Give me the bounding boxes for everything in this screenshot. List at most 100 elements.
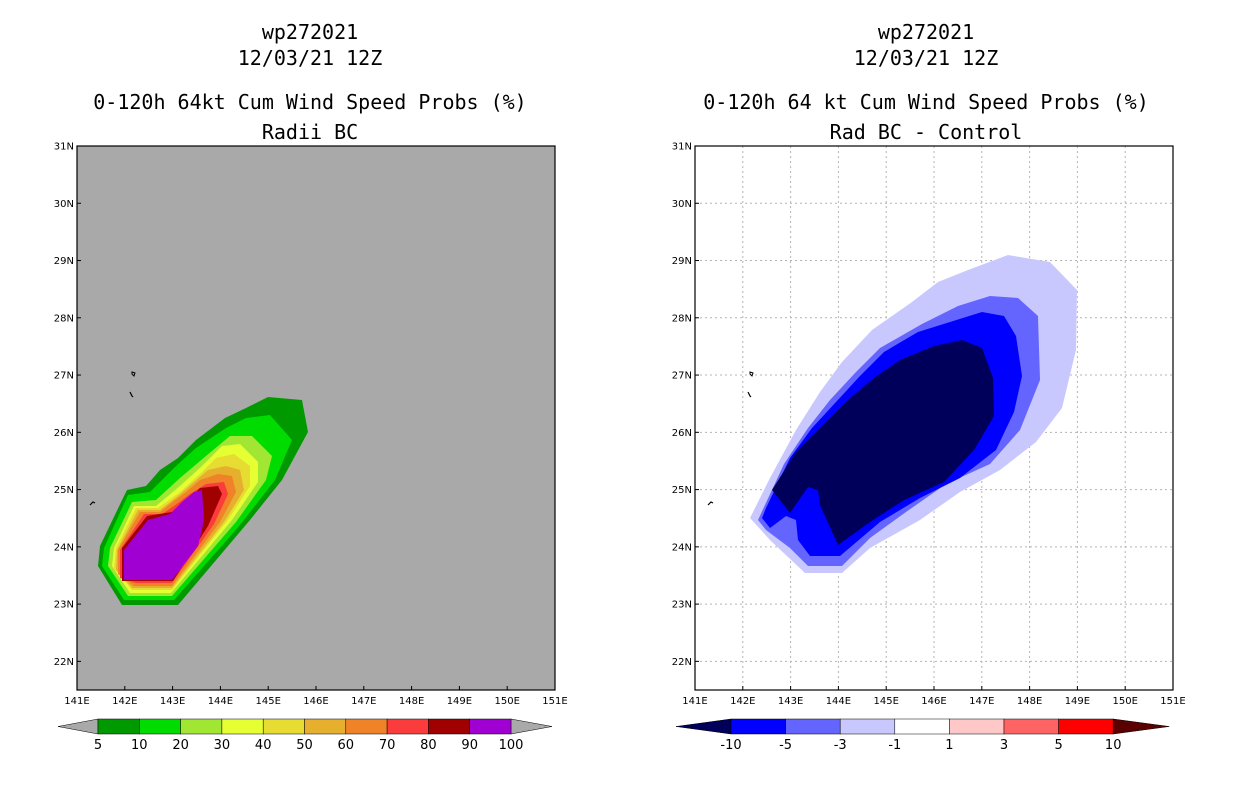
colorbar-label: 3	[1000, 738, 1008, 753]
colorbar-swatch	[262, 718, 305, 735]
lon-tick-label: 141E	[682, 696, 707, 707]
colorbar-swatch	[97, 718, 140, 735]
lat-tick-label: 31N	[54, 142, 74, 153]
left-map-background	[77, 146, 555, 690]
lat-tick-label: 28N	[672, 313, 692, 324]
lon-tick-label: 150E	[1112, 696, 1137, 707]
colorbar-swatch	[1058, 718, 1114, 735]
lon-tick-label: 149E	[447, 696, 472, 707]
lat-tick-label: 24N	[54, 542, 74, 553]
lat-tick-label: 23N	[54, 600, 74, 611]
colorbar-label: 70	[379, 738, 396, 753]
lat-tick-label: 30N	[672, 199, 692, 210]
left-contour-100	[124, 490, 204, 580]
colorbar-label: 60	[338, 738, 355, 753]
left-colorbar: 5 10 20 30 40 50 60 70 80 90 100	[57, 718, 553, 753]
lon-tick-label: 145E	[255, 696, 280, 707]
lon-tick-label: 141E	[64, 696, 89, 707]
colorbar-swatch	[949, 718, 1005, 735]
colorbar-swatch	[1003, 718, 1059, 735]
left-island	[89, 501, 96, 506]
lon-tick-label: 143E	[160, 696, 185, 707]
colorbar-label: -5	[779, 738, 792, 753]
right-colorbar: -10 -5 -3 -1 1 3 5 10	[675, 718, 1170, 753]
right-map: 31N 30N 29N 28N 27N 26N 25N 24N 23N 22N 141E 142E 14…	[672, 142, 1186, 708]
colorbar-label: 5	[1054, 738, 1062, 753]
left-storm-id: wp272021	[261, 20, 359, 44]
lon-tick-label: 151E	[1160, 696, 1185, 707]
colorbar-swatch	[221, 718, 264, 735]
lon-tick-label: 145E	[873, 696, 898, 707]
lat-tick-label: 27N	[54, 371, 74, 382]
lat-tick-label: 26N	[672, 428, 692, 439]
colorbar-swatch	[304, 718, 347, 735]
right-date: 12/03/21 12Z	[853, 46, 999, 70]
right-island	[747, 391, 752, 398]
right-subtitle: Rad BC - Control	[829, 120, 1023, 144]
colorbar-label: 5	[94, 738, 102, 753]
colorbar-arrow-low	[675, 718, 732, 735]
right-island	[749, 371, 754, 377]
colorbar-label: 40	[255, 738, 272, 753]
colorbar-swatch	[894, 718, 950, 735]
colorbar-swatch	[785, 718, 841, 735]
colorbar-swatch	[428, 718, 470, 735]
right-storm-id: wp272021	[877, 20, 975, 44]
colorbar-label: 50	[296, 738, 313, 753]
lat-tick-label: 22N	[54, 657, 74, 668]
lon-tick-label: 144E	[208, 696, 233, 707]
lon-tick-label: 151E	[542, 696, 567, 707]
colorbar-swatch	[730, 718, 786, 735]
lat-tick-label: 23N	[672, 600, 692, 611]
lat-tick-label: 29N	[672, 256, 692, 267]
lon-tick-label: 144E	[826, 696, 851, 707]
colorbar-label: 10	[1105, 738, 1122, 753]
lat-tick-label: 26N	[54, 428, 74, 439]
colorbar-label: -3	[834, 738, 847, 753]
lat-tick-label: 22N	[672, 657, 692, 668]
colorbar-label: 80	[420, 738, 437, 753]
left-axis-ticks: 31N 30N 29N 28N 27N 26N 25N 24N 23N 22N 141E 142E 14…	[54, 142, 568, 708]
lon-tick-label: 149E	[1065, 696, 1090, 707]
colorbar-label: 20	[172, 738, 189, 753]
colorbar-swatch	[386, 718, 429, 735]
lon-tick-label: 148E	[399, 696, 424, 707]
lat-tick-label: 24N	[672, 542, 692, 553]
lat-tick-label: 30N	[54, 199, 74, 210]
left-map: 31N 30N 29N 28N 27N 26N 25N 24N 23N 22N 141E 142E 14…	[54, 142, 568, 708]
lon-tick-label: 142E	[730, 696, 755, 707]
lat-tick-label: 29N	[54, 256, 74, 267]
colorbar-arrow-high	[1112, 718, 1170, 735]
colorbar-label: 1	[945, 738, 953, 753]
lat-tick-label: 27N	[672, 371, 692, 382]
colorbar-label: -1	[888, 738, 901, 753]
colorbar-swatch	[345, 718, 388, 735]
left-island	[129, 391, 134, 398]
lon-tick-label: 142E	[112, 696, 137, 707]
colorbar-swatch	[180, 718, 223, 735]
colorbar-label: 30	[214, 738, 231, 753]
colorbar-swatch	[139, 718, 181, 735]
lon-tick-label: 148E	[1017, 696, 1042, 707]
lat-tick-label: 25N	[672, 485, 692, 496]
right-axis-ticks: 31N 30N 29N 28N 27N 26N 25N 24N 23N 22N 141E 142E 14…	[672, 142, 1186, 708]
colorbar-arrow-low	[57, 718, 99, 735]
lat-tick-label: 31N	[672, 142, 692, 153]
lon-tick-label: 147E	[351, 696, 376, 707]
colorbar-label: 10	[131, 738, 148, 753]
lon-tick-label: 150E	[494, 696, 519, 707]
left-island	[131, 371, 136, 377]
colorbar-label: -10	[720, 738, 741, 753]
lat-tick-label: 28N	[54, 313, 74, 324]
colorbar-swatch	[469, 718, 512, 735]
lon-tick-label: 146E	[303, 696, 328, 707]
left-title: 0-120h 64kt Cum Wind Speed Probs (%)	[93, 90, 527, 114]
left-date: 12/03/21 12Z	[237, 46, 383, 70]
colorbar-label: 100	[499, 738, 524, 753]
lon-tick-label: 147E	[969, 696, 994, 707]
right-title: 0-120h 64 kt Cum Wind Speed Probs (%)	[703, 90, 1149, 114]
lon-tick-label: 146E	[921, 696, 946, 707]
colorbar-arrow-high	[510, 718, 553, 735]
colorbar-label: 90	[461, 738, 478, 753]
